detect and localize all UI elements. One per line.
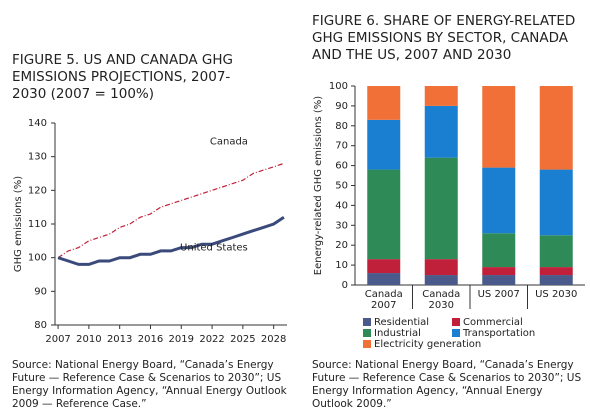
- bar-segment: [539, 275, 573, 285]
- bar-segment: [367, 86, 401, 120]
- bar-segment: [367, 169, 401, 260]
- x-tick-label: Canada 2030: [422, 289, 461, 311]
- y-tick-label: 100: [329, 81, 348, 92]
- x-tick-label: 2028: [261, 334, 286, 345]
- y-tick-label: 80: [34, 320, 47, 331]
- series-label: Canada: [210, 136, 248, 147]
- bar-segment: [482, 233, 516, 268]
- source-note: Source: National Energy Board, “Canada’s…: [12, 359, 287, 410]
- y-tick-label: 90: [335, 101, 348, 112]
- bar-segment: [424, 86, 458, 106]
- y-tick-label: 120: [28, 185, 47, 196]
- x-tick-label: 2022: [199, 334, 224, 345]
- x-tick-label: 2016: [138, 334, 163, 345]
- chart-title: FIGURE 6. SHARE OF ENERGY-RELATED GHG EM…: [312, 13, 576, 63]
- y-tick-label: 80: [335, 121, 348, 132]
- series-line: [57, 216, 285, 266]
- bar-segment: [424, 259, 458, 276]
- x-tick-label: 2010: [76, 334, 101, 345]
- bar-segment: [424, 275, 458, 285]
- legend-label: Residential: [374, 317, 429, 328]
- legend-label: Commercial: [463, 317, 523, 328]
- x-tick-label: US 2007: [477, 289, 520, 300]
- bar-segment: [539, 86, 573, 170]
- y-tick-label: 20: [335, 240, 348, 251]
- legend-swatch: [363, 329, 371, 337]
- y-tick-label: 0: [342, 280, 348, 291]
- bar-segment: [424, 105, 458, 158]
- bar-segment: [482, 86, 516, 168]
- bar-segment: [367, 259, 401, 274]
- legend-label: Industrial: [374, 328, 421, 339]
- bar-segment: [539, 267, 573, 276]
- y-tick-label: 130: [28, 152, 47, 163]
- y-tick-label: 10: [335, 260, 348, 271]
- legend-swatch: [452, 329, 460, 337]
- y-tick-label: 50: [335, 181, 348, 192]
- y-tick-label: 110: [28, 219, 47, 230]
- y-axis-label: Eenergy-related GHG emissions (%): [313, 96, 324, 275]
- x-tick-label: 2013: [107, 334, 132, 345]
- bar-segment: [367, 273, 401, 285]
- legend-label: Transportation: [462, 328, 535, 339]
- source-note: Source: National Energy Board, “Canada’s…: [312, 359, 582, 410]
- y-axis-label: GHG emissions (%): [13, 176, 24, 272]
- legend-swatch: [452, 318, 460, 326]
- legend-label: Electricity generation: [374, 339, 481, 350]
- bar-segment: [539, 169, 573, 236]
- bar-segment: [482, 167, 516, 234]
- y-tick-label: 40: [335, 200, 348, 211]
- y-tick-label: 100: [28, 253, 47, 264]
- legend-swatch: [363, 340, 371, 348]
- x-tick-label: US 2030: [535, 289, 578, 300]
- bar-segment: [482, 267, 516, 276]
- bar-segment: [367, 119, 401, 170]
- y-tick-label: 60: [335, 161, 348, 172]
- y-tick-label: 70: [335, 141, 348, 152]
- y-tick-label: 140: [28, 118, 47, 129]
- x-tick-label: 2019: [169, 334, 194, 345]
- y-tick-label: 30: [335, 220, 348, 231]
- bar-segment: [482, 275, 516, 285]
- x-tick-label: 2007: [45, 334, 70, 345]
- y-tick-label: 90: [34, 286, 47, 297]
- x-tick-label: 2025: [230, 334, 255, 345]
- bar-segment: [424, 157, 458, 260]
- series-line: [57, 162, 285, 259]
- bar-segment: [539, 235, 573, 268]
- chart-title: FIGURE 5. US AND CANADA GHG EMISSIONS PR…: [12, 52, 233, 102]
- series-label: United States: [180, 242, 248, 253]
- x-tick-label: Canada 2007: [364, 289, 403, 311]
- legend-swatch: [363, 318, 371, 326]
